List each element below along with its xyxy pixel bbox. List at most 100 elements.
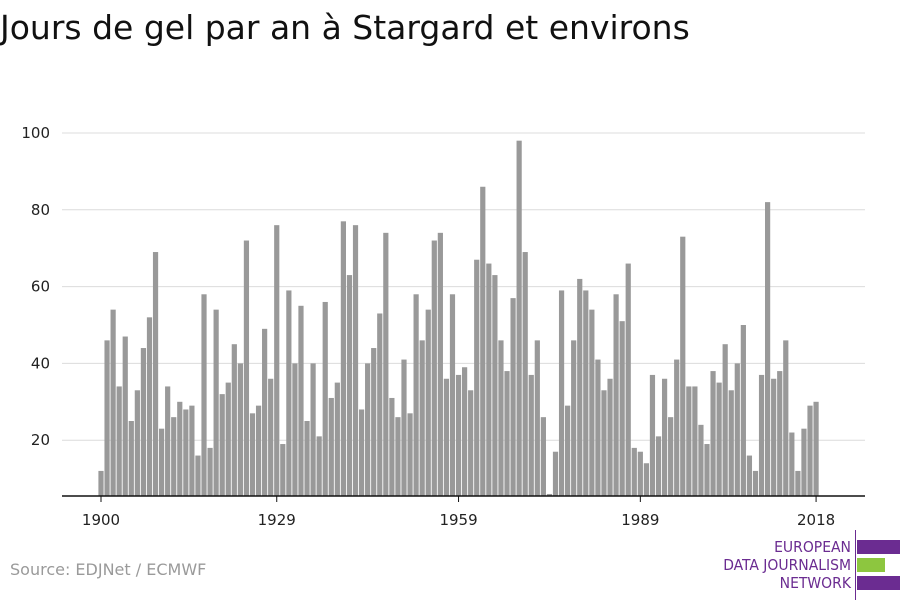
y-tick-label-80: 80 xyxy=(31,201,50,219)
bar-1985 xyxy=(613,294,619,496)
bar-1962 xyxy=(474,259,480,496)
bar-2008 xyxy=(752,470,759,496)
bar-1964 xyxy=(486,263,492,496)
bar-2001 xyxy=(710,371,716,496)
bar-2012 xyxy=(777,371,783,496)
bar-1908 xyxy=(146,317,153,496)
bar-2011 xyxy=(771,378,777,496)
logo-bar-middle xyxy=(857,558,885,572)
bar-1987 xyxy=(625,263,631,496)
edjnet-logo: EUROPEAN DATA JOURNALISM NETWORK xyxy=(700,530,900,600)
bar-1944 xyxy=(365,363,371,496)
bar-2004 xyxy=(728,390,734,496)
y-tick-label-100: 100 xyxy=(21,124,50,142)
bar-1974 xyxy=(546,493,553,496)
bar-1993 xyxy=(661,378,668,496)
bar-2015 xyxy=(795,470,801,496)
bar-1991 xyxy=(649,374,656,496)
bar-1956 xyxy=(437,232,443,496)
bar-1958 xyxy=(449,294,456,496)
bar-1925 xyxy=(249,413,256,496)
bar-1972 xyxy=(534,340,540,496)
bar-1900 xyxy=(98,470,104,496)
bar-2005 xyxy=(734,363,740,496)
bar-1996 xyxy=(680,236,686,496)
bar-2018 xyxy=(813,401,819,496)
x-tick-label-1989: 1989 xyxy=(621,511,659,529)
bars xyxy=(98,140,819,496)
bar-1926 xyxy=(255,405,262,496)
bar-1945 xyxy=(371,348,377,496)
bar-1965 xyxy=(492,275,498,496)
bar-1988 xyxy=(631,447,637,496)
bar-2002 xyxy=(716,382,722,496)
bar-1957 xyxy=(443,378,450,496)
bar-1912 xyxy=(171,417,177,496)
bar-1953 xyxy=(419,340,425,496)
logo-text-line2: DATA JOURNALISM xyxy=(723,556,851,574)
y-tick-label-20: 20 xyxy=(31,431,50,449)
source-note: Source: EDJNet / ECMWF xyxy=(10,560,207,579)
y-axis-tick-labels: 20 40 60 80 100 xyxy=(21,124,50,449)
bar-1920 xyxy=(219,394,225,496)
bar-2014 xyxy=(789,432,795,496)
bar-1914 xyxy=(183,409,189,496)
bar-1903 xyxy=(116,386,122,496)
bar-1935 xyxy=(310,363,316,496)
bar-2010 xyxy=(765,202,771,496)
bar-1921 xyxy=(225,382,231,496)
bar-1979 xyxy=(577,278,583,496)
bar-1998 xyxy=(692,386,698,496)
bar-1952 xyxy=(413,294,419,496)
bar-1963 xyxy=(480,186,486,496)
bar-1901 xyxy=(104,340,110,496)
bar-1977 xyxy=(565,405,571,496)
chart-title: Jours de gel par an à Stargard et enviro… xyxy=(0,8,690,47)
bar-1936 xyxy=(316,436,322,496)
x-tick-label-1959: 1959 xyxy=(439,511,477,529)
bar-1917 xyxy=(201,294,207,496)
bar-1931 xyxy=(286,290,292,496)
bar-1937 xyxy=(322,301,328,496)
bar-1999 xyxy=(698,424,704,496)
bar-1948 xyxy=(389,397,395,496)
bar-1906 xyxy=(134,390,140,496)
bar-1933 xyxy=(298,305,304,496)
y-tick-label-60: 60 xyxy=(31,278,50,296)
bar-2000 xyxy=(704,444,710,496)
bar-1966 xyxy=(498,340,504,496)
bar-2016 xyxy=(801,428,807,496)
bar-1967 xyxy=(504,371,510,496)
bar-1904 xyxy=(122,336,128,496)
bar-1942 xyxy=(352,225,359,496)
bar-1982 xyxy=(595,359,601,496)
logo-bar-bottom xyxy=(857,576,900,590)
bar-1916 xyxy=(195,455,201,496)
bar-2017 xyxy=(807,405,813,496)
bar-1930 xyxy=(280,444,286,496)
bar-2009 xyxy=(758,374,765,496)
x-axis-ticks: 1900 1929 1959 1989 2018 xyxy=(82,496,835,529)
bar-1961 xyxy=(468,390,474,496)
bar-1983 xyxy=(601,390,607,496)
bar-1971 xyxy=(528,374,534,496)
bar-1946 xyxy=(377,313,383,496)
bar-1995 xyxy=(674,359,680,496)
bar-1984 xyxy=(607,378,613,496)
bar-1975 xyxy=(552,451,559,496)
logo-text-line3: NETWORK xyxy=(779,574,851,592)
bar-1929 xyxy=(274,225,280,496)
bar-1922 xyxy=(231,344,237,496)
bar-1907 xyxy=(140,348,147,496)
bar-1986 xyxy=(619,321,625,496)
bar-1992 xyxy=(655,436,662,496)
bar-2006 xyxy=(740,325,746,496)
bar-1902 xyxy=(110,309,116,496)
bar-1910 xyxy=(159,428,165,496)
bar-1969 xyxy=(516,140,522,496)
bar-1960 xyxy=(462,367,468,496)
bar-1976 xyxy=(558,290,565,496)
bar-1927 xyxy=(262,328,268,496)
bar-1955 xyxy=(431,240,437,496)
